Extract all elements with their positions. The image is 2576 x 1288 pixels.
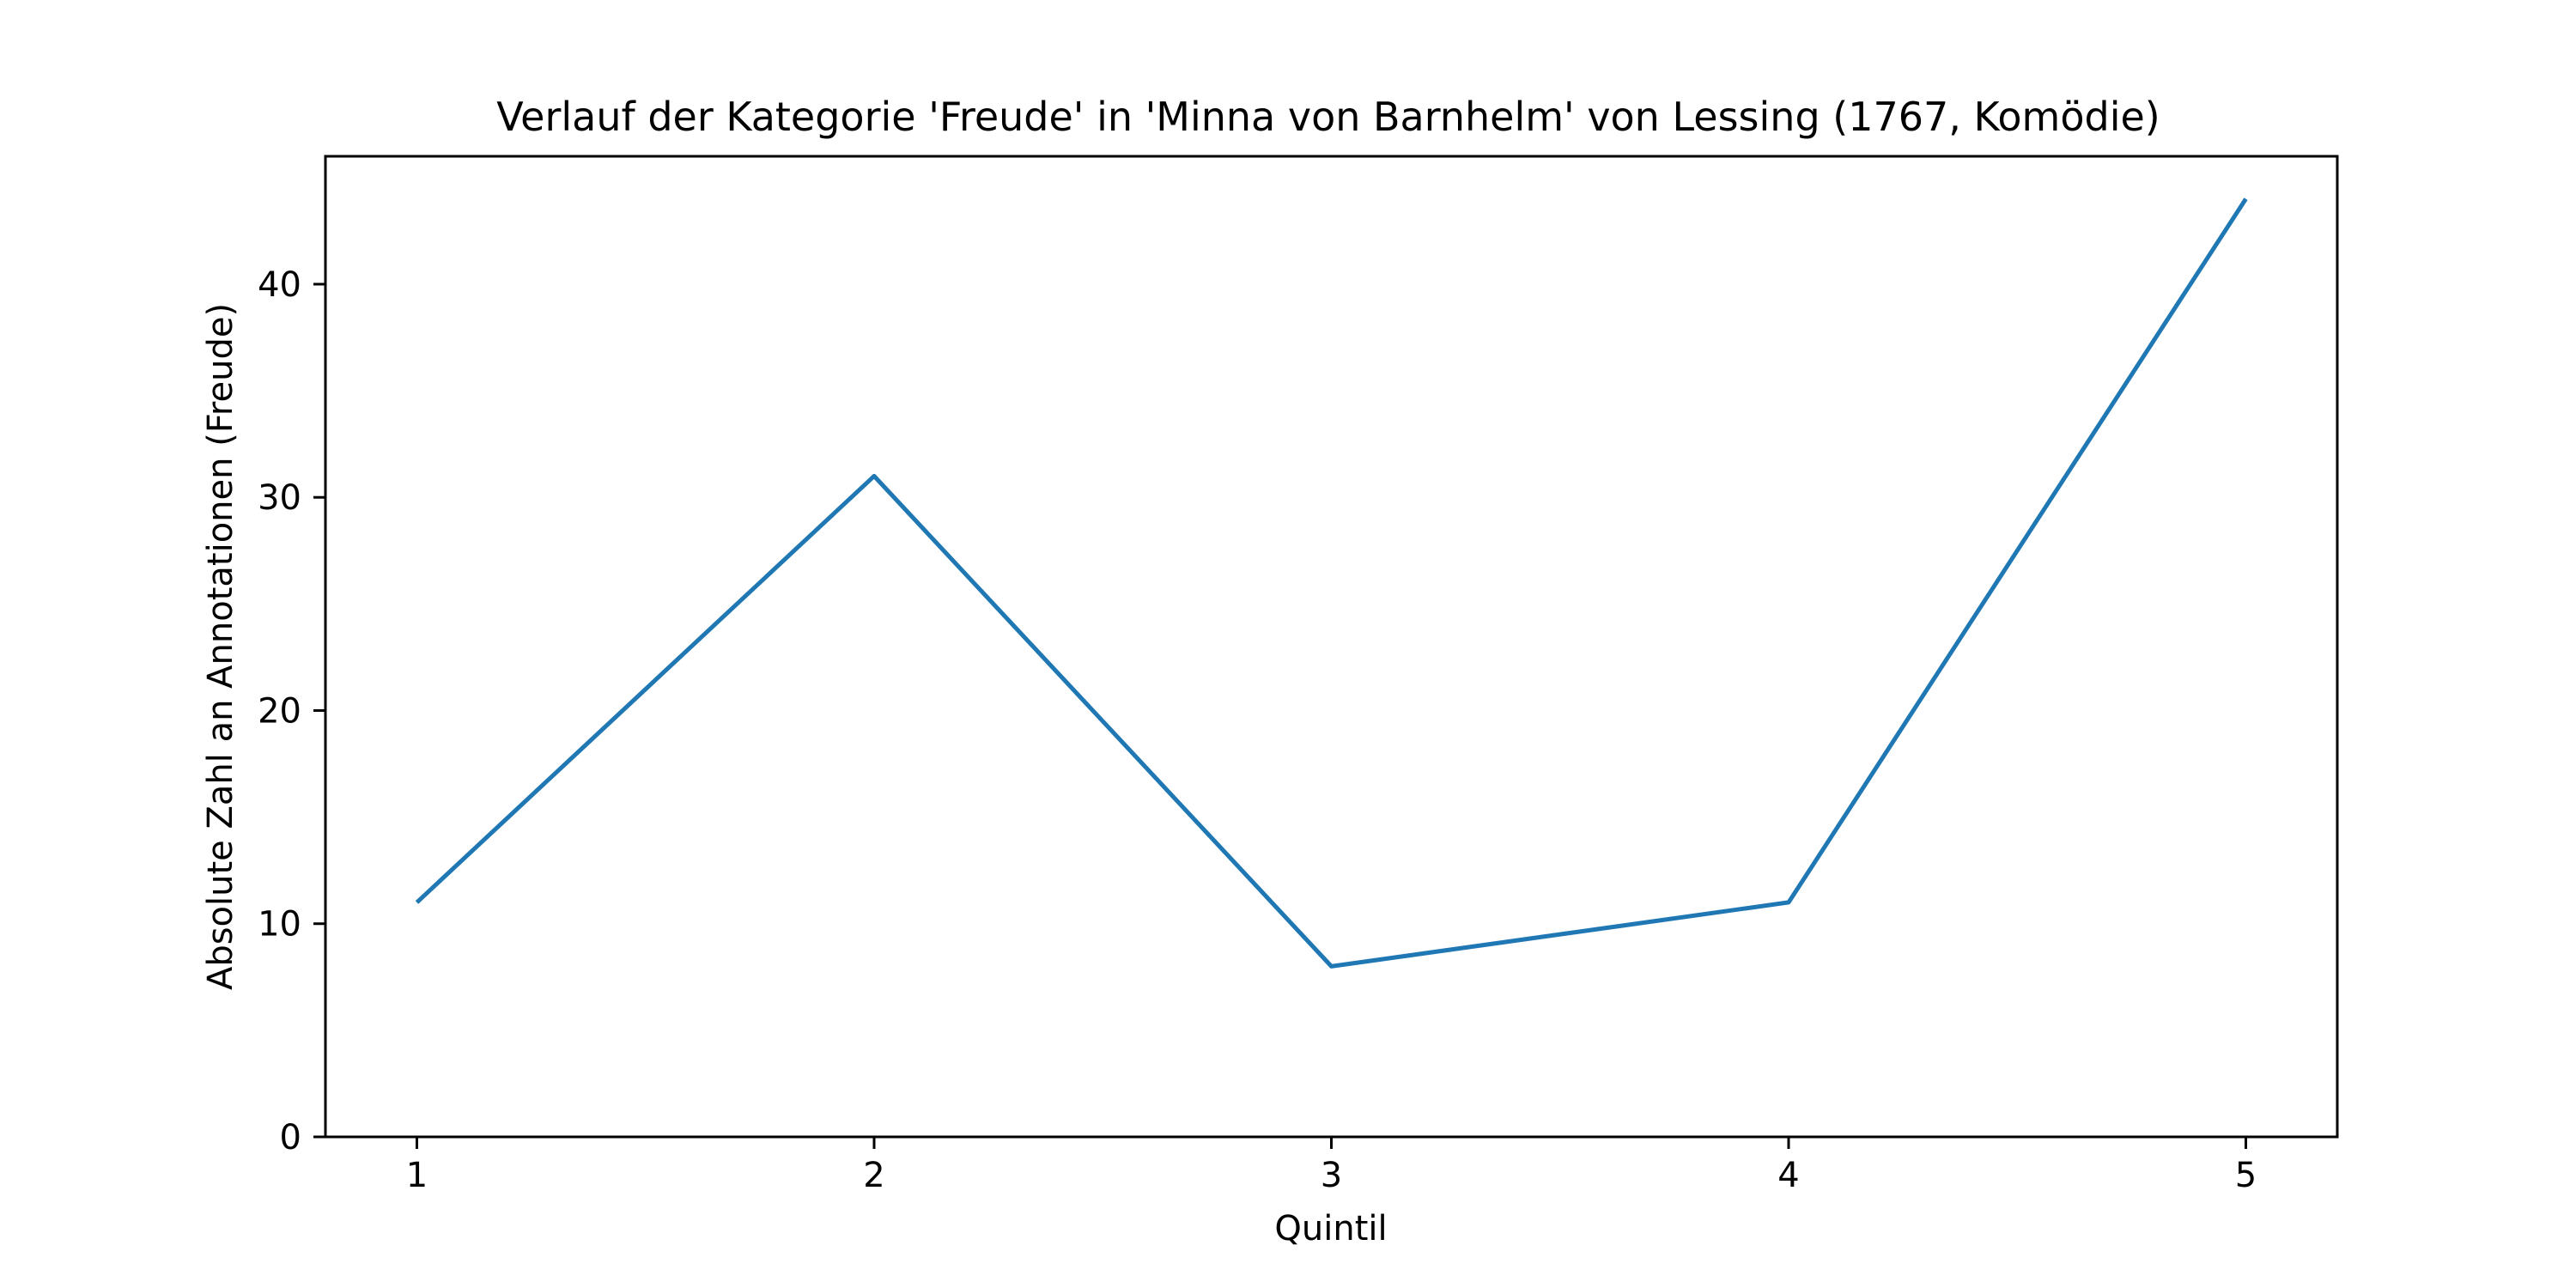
y-tick-label: 0 xyxy=(280,1118,301,1157)
x-axis-label: Quintil xyxy=(1274,1209,1387,1249)
y-tick-label: 10 xyxy=(258,905,301,945)
x-tick-label: 4 xyxy=(1777,1156,1799,1195)
plot-area xyxy=(415,197,2248,969)
y-tick-label: 40 xyxy=(258,265,301,305)
chart-title: Verlauf der Kategorie 'Freude' in 'Minna… xyxy=(496,94,2160,140)
y-axis-label: Absolute Zahl an Annotationen (Freude) xyxy=(201,303,240,990)
x-tick-label: 1 xyxy=(406,1156,428,1195)
y-tick-label: 20 xyxy=(258,691,301,731)
x-axis: 1 2 3 4 5 xyxy=(406,1137,2257,1195)
x-tick-label: 3 xyxy=(1321,1156,1342,1195)
x-tick-label: 5 xyxy=(2235,1156,2257,1195)
y-tick-label: 30 xyxy=(258,478,301,518)
x-tick-label: 2 xyxy=(863,1156,884,1195)
y-axis: 0 10 20 30 40 xyxy=(258,265,325,1157)
